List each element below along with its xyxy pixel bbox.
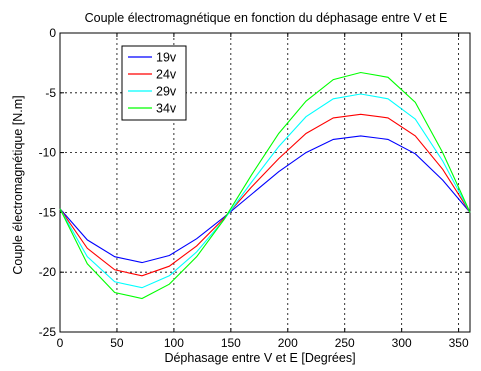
series-line-29v xyxy=(59,93,471,289)
y-tick-label: -15 xyxy=(39,205,57,219)
y-tick-label: -5 xyxy=(45,86,56,100)
y-tick-label: -10 xyxy=(39,146,57,160)
y-axis-label: Couple électromagnétique [N.m] xyxy=(11,95,25,274)
y-tick-label: -25 xyxy=(39,325,57,339)
legend-label-24v: 24v xyxy=(156,68,177,82)
x-tick-label: 150 xyxy=(221,336,241,350)
series-line-24v xyxy=(59,113,471,277)
legend-label-29v: 29v xyxy=(156,85,177,99)
chart-title: Couple électromagnétique en fonction du … xyxy=(85,11,448,25)
x-axis-label: Déphasage entre V et E [Degrées] xyxy=(164,351,355,365)
x-tick-label: 200 xyxy=(278,336,298,350)
grid xyxy=(60,33,470,332)
x-tick-label: 50 xyxy=(110,336,124,350)
y-tick-label: 0 xyxy=(49,26,56,40)
series-line-19v xyxy=(59,135,471,264)
x-tick-label: 350 xyxy=(449,336,469,350)
x-tick-label: 100 xyxy=(164,336,184,350)
axis-ticks: 0 50 100 150 200 250 300 350 0 -5 -10 -15 -20 -25 xyxy=(39,26,470,350)
legend-label-34v: 34v xyxy=(156,102,177,116)
x-tick-label: 0 xyxy=(57,336,64,350)
legend-label-19v: 19v xyxy=(156,51,177,65)
x-tick-label: 250 xyxy=(335,336,355,350)
y-tick-label: -20 xyxy=(39,265,57,279)
plot-frame xyxy=(59,32,471,333)
series-group xyxy=(59,71,471,300)
series-line-34v xyxy=(59,71,471,300)
legend: 19v 24v 29v 34v xyxy=(121,45,187,121)
x-tick-label: 300 xyxy=(392,336,412,350)
